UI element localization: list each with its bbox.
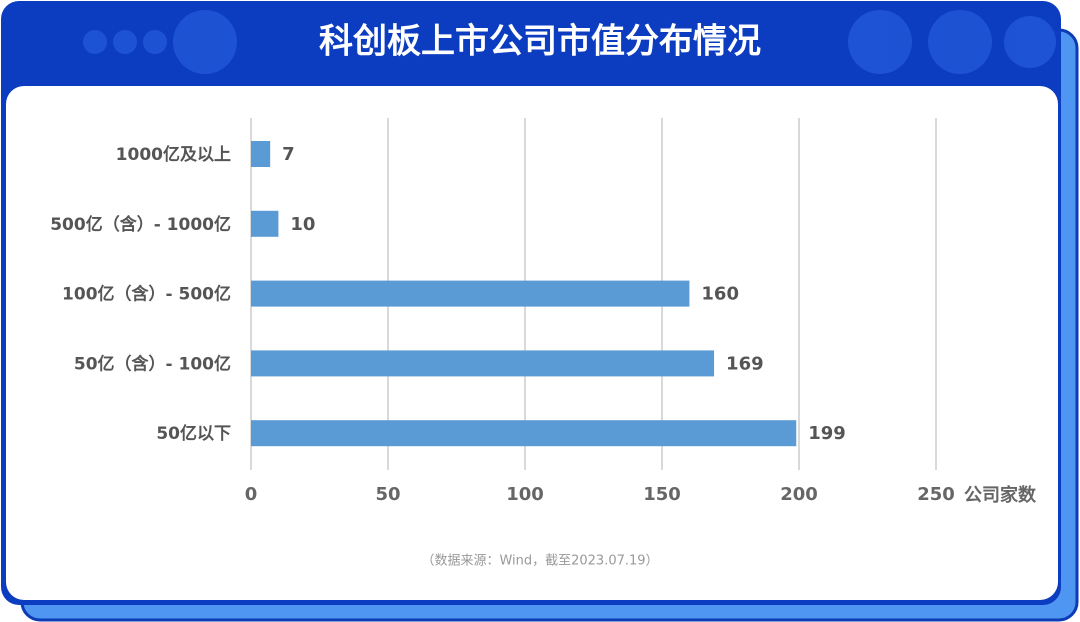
value-label: 169 (726, 353, 764, 374)
x-tick-label: 150 (643, 484, 681, 505)
bar (251, 141, 271, 167)
x-tick-label: 250 (917, 484, 955, 505)
bar (251, 420, 797, 447)
y-tick-label: 100亿（含）- 500亿 (62, 284, 231, 305)
y-tick-label: 50亿（含）- 100亿 (74, 353, 231, 374)
bar (251, 280, 690, 307)
x-tick-label: 200 (780, 484, 818, 505)
value-label: 199 (808, 423, 846, 444)
bar (251, 210, 279, 237)
header-decoration (83, 10, 1056, 74)
x-tick-label: 100 (506, 484, 544, 505)
source-note: （数据来源：Wind，截至2023.07.19） (421, 554, 658, 569)
x-axis-label: 公司家数 (964, 484, 1037, 506)
y-tick-label: 500亿（含）- 1000亿 (50, 214, 231, 235)
value-label: 160 (701, 284, 739, 305)
value-label: 7 (282, 144, 295, 165)
bar (251, 350, 715, 377)
y-tick-label: 50亿以下 (156, 423, 231, 444)
y-tick-label: 1000亿及以上 (116, 144, 231, 165)
chart-title: 科创板上市公司市值分布情况 (319, 22, 761, 62)
value-label: 10 (290, 214, 315, 235)
x-tick-label: 50 (375, 484, 400, 505)
x-tick-label: 0 (245, 484, 258, 505)
